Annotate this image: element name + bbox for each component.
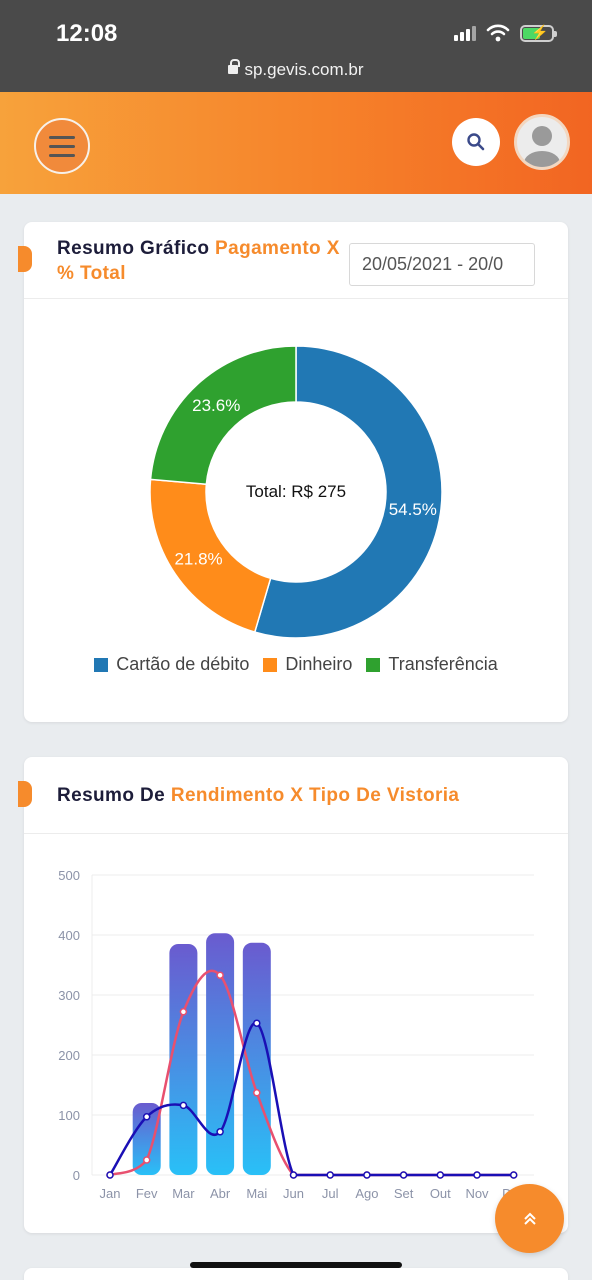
- user-avatar-icon: [524, 126, 560, 167]
- y-tick-label: 500: [58, 868, 80, 883]
- payment-summary-card: Resumo Gráfico Pagamento X % Total 20/05…: [18, 222, 568, 722]
- yield-summary-card: Resumo De Rendimento X Tipo De Vistoria …: [18, 757, 568, 1233]
- bar: [132, 1103, 161, 1175]
- legend-label: Transferência: [388, 654, 498, 674]
- user-avatar[interactable]: [514, 114, 570, 170]
- menu-button[interactable]: [34, 118, 90, 174]
- card-divider: [24, 833, 568, 834]
- x-tick-label: Out: [430, 1186, 451, 1201]
- status-icons: ⚡: [454, 24, 557, 42]
- series-point: [509, 1171, 518, 1179]
- home-indicator: [190, 1262, 402, 1268]
- series-point: [289, 1171, 298, 1179]
- donut-slice: [253, 345, 443, 639]
- y-tick-label: 0: [73, 1168, 80, 1183]
- x-tick-label: Ago: [355, 1186, 378, 1201]
- url-text: sp.gevis.com.br: [244, 60, 364, 79]
- donut-slice-label: 54.5%: [389, 500, 437, 519]
- next-card: [24, 1268, 568, 1280]
- card-title-prefix: Resumo De: [57, 785, 166, 806]
- bar: [206, 933, 235, 1175]
- search-icon: [467, 133, 485, 151]
- hamburger-menu-icon: [49, 135, 75, 139]
- x-tick-label: Abr: [210, 1186, 231, 1201]
- y-tick-label: 300: [58, 988, 80, 1003]
- x-tick-label: Fev: [136, 1186, 158, 1201]
- series-point: [253, 1019, 261, 1027]
- x-tick-label: Nov: [465, 1186, 489, 1201]
- card-title-accent: Rendimento X Tipo De Vistoria: [170, 785, 460, 806]
- series-point: [179, 1101, 188, 1110]
- status-time: 12:08: [56, 20, 118, 47]
- series-point: [106, 1171, 114, 1179]
- legend-swatch: [94, 657, 109, 672]
- series-point: [473, 1171, 481, 1179]
- series-point: [436, 1171, 445, 1179]
- x-tick-label: Jan: [100, 1186, 121, 1201]
- scroll-to-top-button[interactable]: [495, 1184, 564, 1253]
- wifi-icon: [486, 24, 510, 42]
- card-title: Resumo Gráfico Pagamento X % Total: [57, 236, 357, 286]
- x-tick-label: Jun: [283, 1186, 304, 1201]
- legend-label: Cartão de débito: [116, 654, 250, 674]
- donut-slice-label: 23.6%: [192, 396, 240, 415]
- donut-slice: [149, 345, 297, 486]
- donut-legend: Cartão de débito Dinheiro Transferência: [24, 654, 568, 675]
- series-point: [253, 1089, 261, 1097]
- legend-item[interactable]: Cartão de débito: [94, 654, 249, 675]
- series-point: [216, 1128, 224, 1136]
- lock-icon: [228, 59, 241, 74]
- double-chevron-up-icon: [523, 1212, 536, 1225]
- series-point: [216, 971, 224, 979]
- payment-donut-chart: 54.5% 21.8% 23.6% Total: R$ 275: [149, 345, 443, 639]
- card-accent-tab: [18, 781, 32, 807]
- y-tick-label: 400: [58, 928, 80, 943]
- search-button[interactable]: [452, 118, 500, 166]
- card-title-accent: Pagamento X % Total: [57, 238, 340, 284]
- x-tick-label: Mar: [172, 1186, 195, 1201]
- card-title-prefix: Resumo Gráfico: [57, 238, 210, 259]
- url-bar[interactable]: sp.gevis.com.br: [0, 59, 592, 80]
- legend-swatch: [263, 657, 278, 672]
- y-tick-label: 100: [58, 1108, 80, 1123]
- bar: [242, 942, 271, 1175]
- card-divider: [24, 298, 568, 299]
- app-header: [0, 92, 592, 194]
- series-point: [179, 1008, 188, 1016]
- card-accent-tab: [18, 246, 32, 272]
- donut-slice-label: 21.8%: [174, 550, 222, 569]
- card-title: Resumo De Rendimento X Tipo De Vistoria: [57, 783, 459, 808]
- series-point: [142, 1113, 151, 1121]
- date-range-input[interactable]: 20/05/2021 - 20/0: [349, 243, 535, 286]
- legend-label: Dinheiro: [285, 654, 353, 674]
- x-tick-label: Mai: [246, 1186, 267, 1201]
- x-tick-label: Set: [394, 1186, 414, 1201]
- series-point: [363, 1171, 371, 1179]
- battery-icon: ⚡: [520, 24, 557, 42]
- series-point: [142, 1156, 151, 1164]
- legend-item[interactable]: Transferência: [366, 654, 498, 675]
- series-point: [326, 1171, 334, 1179]
- y-tick-label: 200: [58, 1048, 80, 1063]
- bar: [169, 944, 198, 1175]
- cellular-signal-icon: [454, 25, 476, 41]
- legend-item[interactable]: Dinheiro: [263, 654, 352, 675]
- status-bar: 12:08 ⚡ sp.gevis.com.br: [0, 0, 592, 92]
- x-tick-label: Jul: [322, 1186, 339, 1201]
- series-point: [399, 1171, 408, 1179]
- donut-center-label: Total: R$ 275: [246, 482, 346, 501]
- yield-combo-chart: 0 100 200 300 400 500 Jan Fev Mar Abr Mai Jun Jul Ag…: [58, 868, 534, 1201]
- legend-swatch: [366, 657, 381, 672]
